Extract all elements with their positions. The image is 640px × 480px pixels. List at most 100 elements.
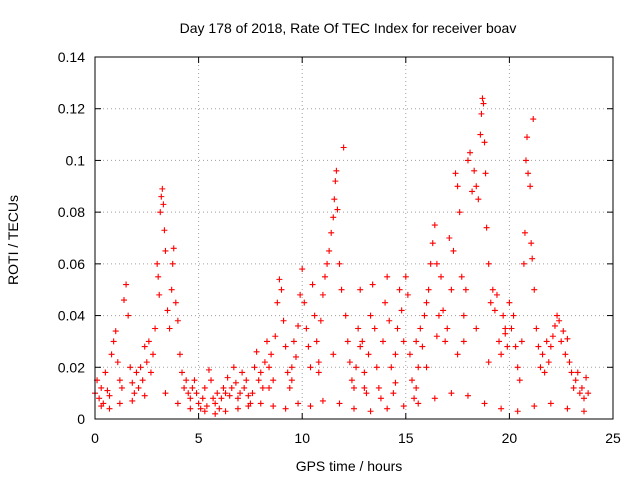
data-point: [367, 408, 374, 415]
data-point: [512, 343, 519, 350]
data-point: [554, 312, 561, 319]
data-point: [386, 317, 393, 324]
data-point: [125, 312, 132, 319]
data-point: [210, 395, 217, 402]
data-point: [230, 364, 237, 371]
data-point: [547, 400, 554, 407]
data-point: [357, 343, 364, 350]
data-point: [214, 390, 221, 397]
data-point: [431, 395, 438, 402]
data-point: [504, 343, 511, 350]
data-point: [307, 403, 314, 410]
data-point: [473, 183, 480, 190]
data-point: [460, 338, 467, 345]
data-point: [218, 395, 225, 402]
data-point: [255, 377, 262, 384]
data-point: [487, 299, 494, 306]
data-point: [201, 384, 208, 391]
data-point: [305, 343, 312, 350]
data-point: [245, 403, 252, 410]
data-point: [201, 408, 208, 415]
data-point: [166, 325, 173, 332]
data-point: [193, 390, 200, 397]
data-point: [164, 307, 171, 314]
data-point: [336, 260, 343, 267]
data-point: [263, 338, 270, 345]
data-point: [521, 229, 528, 236]
data-point: [390, 390, 397, 397]
data-point: [187, 405, 194, 412]
data-point: [169, 260, 176, 267]
data-point: [278, 286, 285, 293]
data-point: [502, 325, 509, 332]
data-point: [98, 384, 105, 391]
data-point: [506, 299, 513, 306]
data-point: [315, 369, 322, 376]
data-point: [373, 364, 380, 371]
y-tick-labels: 0 0.02 0.04 0.06 0.08 0.1 0.12 0.14: [58, 49, 85, 427]
data-point: [108, 351, 115, 358]
data-point: [469, 188, 476, 195]
data-point: [578, 384, 585, 391]
data-point: [442, 338, 449, 345]
data-point: [450, 247, 457, 254]
data-point: [106, 405, 113, 412]
data-point: [226, 392, 233, 399]
data-point: [228, 384, 235, 391]
data-point: [321, 273, 328, 280]
data-point: [541, 369, 548, 376]
data-point: [162, 390, 169, 397]
data-point: [400, 338, 407, 345]
y-tick-label: 0.1: [66, 152, 86, 168]
data-point: [427, 260, 434, 267]
data-point: [290, 338, 297, 345]
data-point: [143, 359, 150, 366]
data-point: [375, 384, 382, 391]
data-point: [433, 260, 440, 267]
data-point: [114, 359, 121, 366]
data-point: [539, 351, 546, 358]
data-point: [558, 338, 565, 345]
data-point: [508, 325, 515, 332]
data-point: [454, 351, 461, 358]
data-point: [195, 400, 202, 407]
data-point: [284, 369, 291, 376]
data-point: [139, 377, 146, 384]
data-point: [462, 286, 469, 293]
data-point: [392, 351, 399, 358]
data-point: [365, 351, 372, 358]
data-point: [353, 364, 360, 371]
data-point: [324, 260, 331, 267]
data-point: [333, 167, 340, 174]
data-point: [493, 291, 500, 298]
data-point: [112, 328, 119, 335]
data-point: [319, 397, 326, 404]
data-point: [514, 408, 521, 415]
data-point: [485, 359, 492, 366]
data-point: [317, 317, 324, 324]
data-point: [181, 384, 188, 391]
data-point: [266, 384, 273, 391]
data-point: [464, 157, 471, 164]
data-point: [435, 312, 442, 319]
data-point: [413, 384, 420, 391]
data-point: [498, 351, 505, 358]
data-point: [106, 392, 113, 399]
data-point: [257, 400, 264, 407]
data-point: [396, 286, 403, 293]
data-point: [270, 403, 277, 410]
x-tick-label: 0: [91, 430, 99, 446]
data-point: [467, 149, 474, 156]
data-point: [208, 377, 215, 384]
data-point: [199, 395, 206, 402]
plot-frame: [94, 56, 614, 420]
data-point: [220, 384, 227, 391]
data-point: [253, 348, 260, 355]
data-point: [116, 377, 123, 384]
data-point: [556, 317, 563, 324]
data-point: [311, 312, 318, 319]
data-point: [398, 307, 405, 314]
data-point: [473, 325, 480, 332]
data-point: [141, 392, 148, 399]
data-point: [456, 209, 463, 216]
